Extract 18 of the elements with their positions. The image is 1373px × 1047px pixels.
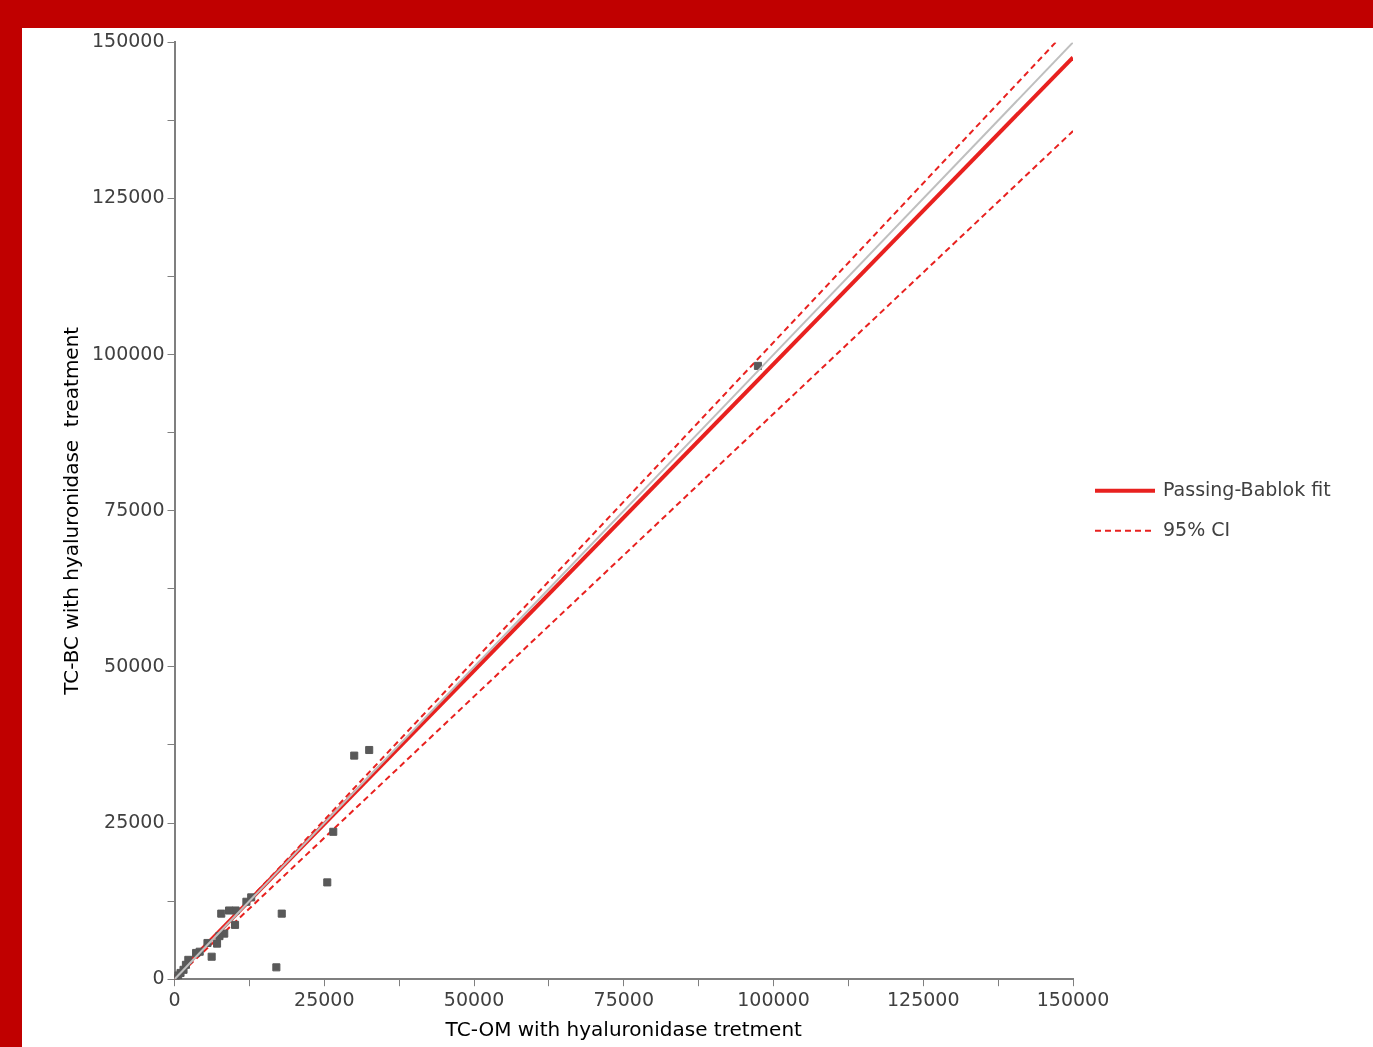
y-tick-label: 150000 xyxy=(92,29,165,52)
x-tick-label: 25000 xyxy=(294,987,355,1010)
y-tick-label: 75000 xyxy=(104,497,165,520)
x-tick-label: 75000 xyxy=(593,987,654,1010)
x-tick-label: 100000 xyxy=(737,987,810,1010)
x-tick-label: 0 xyxy=(168,987,181,1010)
x-axis-title: TC-OM with hyaluronidase tretment xyxy=(444,1017,803,1042)
y-tick-label: 125000 xyxy=(92,185,165,208)
x-tick-label: 50000 xyxy=(443,987,505,1010)
y-tick-label: 25000 xyxy=(104,810,165,832)
y-axis-title: TC-BC with hyaluronidase treatment xyxy=(59,326,84,696)
y-tick-label: 50000 xyxy=(104,653,165,676)
legend-label: 95% CI xyxy=(1163,517,1231,540)
x-tick-label: 150000 xyxy=(1036,987,1110,1010)
y-tick-label: 100000 xyxy=(92,341,165,364)
x-tick-label: 125000 xyxy=(886,987,960,1010)
legend-label: Passing-Bablok fit xyxy=(1163,477,1331,500)
y-tick-label: 0 xyxy=(152,966,165,989)
